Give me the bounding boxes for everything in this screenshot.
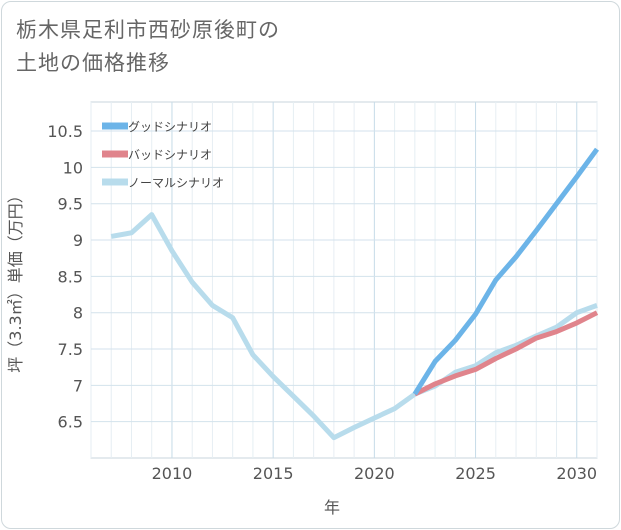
chart-title-line-2: 土地の価格推移: [16, 51, 170, 75]
x-tick-label: 2020: [354, 464, 395, 483]
y-tick-label: 8.5: [58, 267, 83, 286]
y-tick-label: 7.5: [58, 340, 83, 359]
y-axis-label: 坪（3.3㎡）単価（万円）: [6, 187, 25, 372]
series-line-3: [110, 212, 598, 441]
plot-area: [90, 101, 598, 459]
y-tick-label: 7: [73, 376, 83, 395]
legend-label: グッドシナリオ: [128, 120, 212, 134]
y-tick-label: 6.5: [58, 413, 83, 432]
x-tick-label: 2025: [455, 464, 496, 483]
y-tick-label: 9.5: [58, 195, 83, 214]
series-line-2: [413, 310, 599, 397]
x-tick-label: 2030: [556, 464, 597, 483]
chart-title: 栃木県足利市西砂原後町の 土地の価格推移: [16, 14, 376, 80]
x-axis-label: 年: [324, 498, 340, 517]
y-tick-label: 8: [73, 304, 83, 323]
y-tick-label: 9: [73, 231, 83, 250]
y-tick-label: 10.5: [47, 122, 83, 141]
chart-title-line-1: 栃木県足利市西砂原後町の: [16, 18, 280, 42]
y-tick-label: 10: [63, 158, 83, 177]
x-tick-label: 2015: [253, 464, 294, 483]
legend-label: バッドシナリオ: [128, 148, 212, 162]
x-tick-label: 2010: [152, 464, 193, 483]
series-line-1: [412, 147, 600, 396]
legend-label: ノーマルシナリオ: [128, 176, 224, 190]
